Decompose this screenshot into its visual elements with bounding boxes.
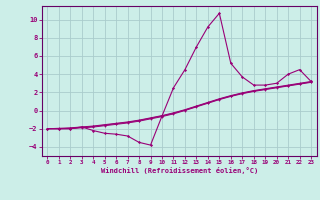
X-axis label: Windchill (Refroidissement éolien,°C): Windchill (Refroidissement éolien,°C) (100, 167, 258, 174)
